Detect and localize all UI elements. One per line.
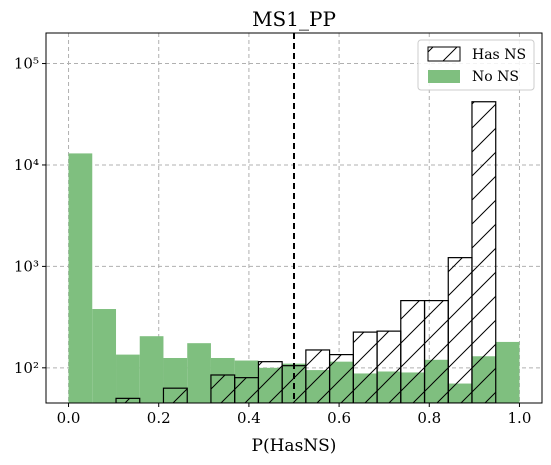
has-ns-bar bbox=[115, 397, 141, 403]
x-axis-label: P(HasNS) bbox=[252, 436, 337, 456]
no-ns-bar bbox=[495, 341, 520, 403]
legend: Has NS No NS bbox=[417, 39, 535, 91]
x-tick-label: 0.0 bbox=[57, 409, 81, 427]
legend-label-has-ns: Has NS bbox=[472, 47, 526, 63]
has-ns-bar bbox=[210, 374, 236, 403]
has-ns-bar bbox=[471, 101, 497, 403]
has-ns-bar bbox=[376, 330, 402, 403]
has-ns-bar bbox=[234, 377, 260, 403]
has-ns-bar bbox=[305, 349, 331, 403]
x-tick-label: 0.6 bbox=[327, 409, 351, 427]
x-axis-ticks: 0.0 0.2 0.4 0.6 0.8 1.0 bbox=[57, 403, 532, 427]
has-ns-bar bbox=[352, 331, 378, 403]
no-ns-bar bbox=[68, 153, 93, 403]
x-tick-label: 0.2 bbox=[147, 409, 171, 427]
y-tick-label: 10⁵ bbox=[14, 55, 39, 73]
has-ns-bar bbox=[400, 300, 426, 403]
no-ns-bar bbox=[92, 309, 117, 403]
legend-label-no-ns: No NS bbox=[472, 69, 519, 85]
x-tick-label: 0.8 bbox=[417, 409, 441, 427]
plot-frame bbox=[45, 32, 543, 404]
has-ns-bar bbox=[328, 354, 354, 403]
has-ns-bar bbox=[447, 257, 473, 403]
no-ns-bar bbox=[139, 336, 164, 403]
y-tick-label: 10² bbox=[14, 359, 39, 377]
legend-swatch-has-ns bbox=[427, 46, 461, 62]
y-axis-ticks: 10² 10³ 10⁴ 10⁵ bbox=[14, 55, 46, 377]
has-ns-bars bbox=[115, 101, 497, 403]
has-ns-bar bbox=[257, 361, 283, 403]
no-ns-bar bbox=[187, 343, 211, 403]
legend-swatch-no-ns bbox=[428, 70, 460, 83]
y-tick-label: 10³ bbox=[14, 257, 39, 275]
no-ns-bar bbox=[116, 354, 140, 403]
x-tick-label: 0.4 bbox=[237, 409, 261, 427]
has-ns-bar bbox=[162, 387, 188, 403]
chart-title: MS1_PP bbox=[252, 7, 336, 31]
has-ns-bar bbox=[423, 300, 449, 403]
y-tick-label: 10⁴ bbox=[14, 156, 39, 174]
x-tick-label: 1.0 bbox=[508, 409, 532, 427]
